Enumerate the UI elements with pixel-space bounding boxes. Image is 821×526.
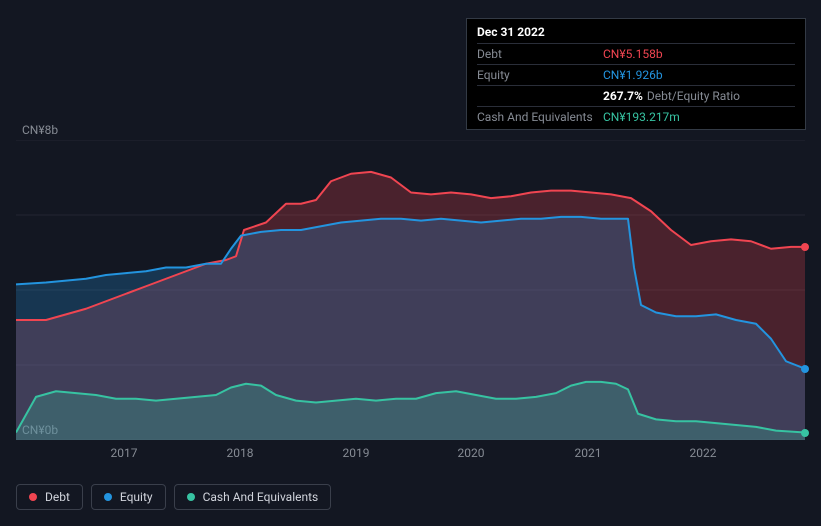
x-tick-label: 2021 — [575, 446, 602, 460]
x-tick-label: 2020 — [458, 446, 485, 460]
tooltip-ratio-label: Debt/Equity Ratio — [647, 89, 740, 103]
tooltip-panel: Dec 31 2022 Debt CN¥5.158b Equity CN¥1.9… — [466, 18, 806, 130]
tooltip-row-debt: Debt CN¥5.158b — [477, 43, 795, 64]
legend-dot-icon — [104, 493, 112, 501]
tooltip-date: Dec 31 2022 — [477, 25, 795, 43]
chart-root: { "tooltip": { "date": "Dec 31 2022", "r… — [0, 0, 821, 526]
legend-label: Cash And Equivalents — [203, 490, 319, 504]
x-tick-label: 2022 — [690, 446, 717, 460]
tooltip-ratio-value: 267.7% — [603, 89, 643, 103]
tooltip-equity-label: Equity — [477, 68, 603, 82]
tooltip-row-ratio: 267.7% Debt/Equity Ratio — [477, 85, 795, 106]
chart-svg — [16, 140, 805, 440]
tooltip-cash-value: CN¥193.217m — [603, 110, 680, 124]
tooltip-equity-value: CN¥1.926b — [603, 68, 663, 82]
x-tick-label: 2017 — [111, 446, 138, 460]
y-axis-top-label: CN¥8b — [22, 123, 58, 137]
legend-label: Equity — [120, 490, 153, 504]
x-tick-label: 2019 — [343, 446, 370, 460]
tooltip-ratio-spacer — [477, 89, 603, 103]
legend-item-cash[interactable]: Cash And Equivalents — [174, 484, 332, 510]
tooltip-cash-label: Cash And Equivalents — [477, 110, 603, 124]
legend-label: Debt — [45, 490, 70, 504]
legend-item-equity[interactable]: Equity — [91, 484, 166, 510]
chart-legend: Debt Equity Cash And Equivalents — [16, 484, 331, 510]
tooltip-debt-value: CN¥5.158b — [603, 47, 663, 61]
chart-plot-area[interactable] — [16, 140, 805, 440]
legend-dot-icon — [187, 493, 195, 501]
tooltip-row-cash: Cash And Equivalents CN¥193.217m — [477, 106, 795, 127]
series-end-marker — [801, 365, 809, 373]
legend-item-debt[interactable]: Debt — [16, 484, 83, 510]
x-axis-ticks: 2017 2018 2019 2020 2021 2022 — [16, 446, 805, 466]
series-end-marker — [801, 243, 809, 251]
series-end-marker — [801, 429, 809, 437]
legend-dot-icon — [29, 493, 37, 501]
tooltip-row-equity: Equity CN¥1.926b — [477, 64, 795, 85]
tooltip-debt-label: Debt — [477, 47, 603, 61]
x-tick-label: 2018 — [227, 446, 254, 460]
